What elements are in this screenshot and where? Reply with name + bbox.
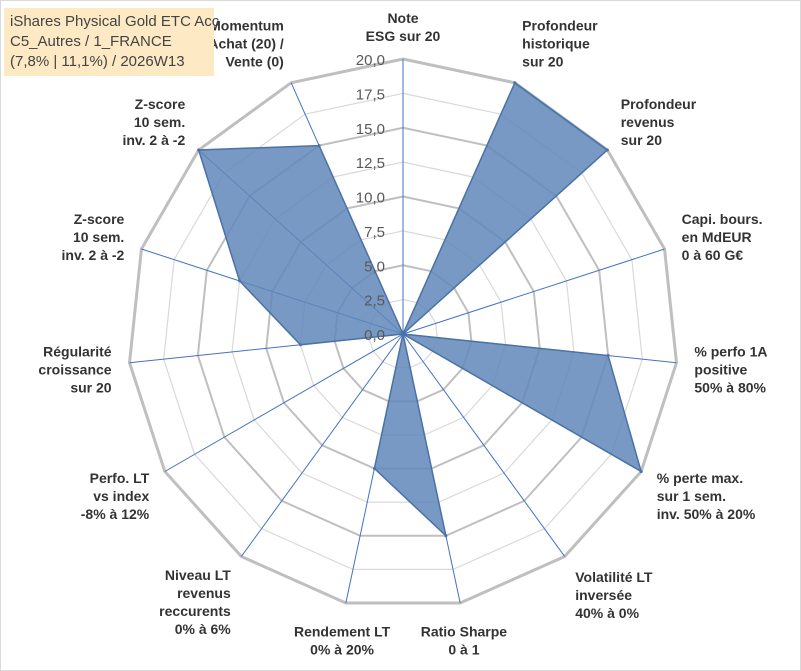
axis-label-3: Capi. bours. en MdEUR 0 à 60 G€ (682, 211, 763, 263)
axis-label-11-line-2: sur 20 (70, 379, 111, 395)
series-point-5 (639, 470, 643, 473)
tick-label-5: 12,5 (356, 155, 385, 172)
axis-label-4: % perfo 1A positive 50% à 80% (694, 343, 767, 395)
axis-label-11-line-1: croissance (38, 361, 111, 377)
axis-label-4-line-1: positive (694, 361, 747, 377)
chart-subtitle-line-2: (7,8% | 11,1%) / 2026W13 (10, 53, 185, 70)
axis-label-0-line-0: Note (387, 10, 418, 26)
axis-label-8: Rendement LT 0% à 20% (294, 624, 391, 658)
axis-label-7-line-0: Ratio Sharpe (421, 624, 508, 640)
axis-label-6: Volatilité LT inversée 40% à 0% (575, 569, 653, 621)
axis-label-10-line-0: Perfo. LT (90, 470, 150, 486)
series-point-4 (606, 354, 610, 358)
axis-label-7-line-1: 0 à 1 (448, 642, 479, 658)
axis-label-13-line-2: inv. 2 à -2 (122, 132, 185, 148)
axis-label-4-line-0: % perfo 1A (694, 343, 767, 359)
axis-label-5: % perte max. sur 1 sem. inv. 50% à 20% (657, 470, 756, 522)
series-point-8 (372, 466, 376, 470)
axis-label-6-line-1: inversée (575, 587, 632, 603)
axis-label-10: Perfo. LT vs index -8% à 12% (81, 470, 150, 522)
tick-label-7: 17,5 (356, 86, 385, 103)
axis-label-3-line-2: 0 à 60 G€ (682, 247, 744, 263)
tick-label-2: 5,0 (364, 258, 385, 275)
axis-spoke-9 (240, 333, 404, 557)
axis-label-12-line-1: 10 sem. (73, 229, 124, 245)
axis-label-13-line-1: 10 sem. (134, 114, 185, 130)
axis-label-1-line-0: Profondeur (522, 17, 598, 33)
axis-label-4-line-2: 50% à 80% (694, 379, 766, 395)
axis-label-8-line-1: 0% à 20% (310, 642, 374, 658)
chart-title: iShares Physical Gold ETC Acc (10, 13, 220, 30)
axis-label-8-line-0: Rendement LT (294, 624, 391, 640)
axis-label-5-line-0: % perte max. (657, 470, 743, 486)
axis-label-5-line-1: sur 1 sem. (657, 488, 726, 504)
axis-spoke-10 (164, 333, 404, 472)
radar-axis-labels: Note ESG sur 20 Profondeur historique sur 20… (38, 10, 767, 658)
series-point-2 (605, 148, 609, 152)
tick-label-4: 10,0 (356, 190, 385, 207)
axis-label-13-line-0: Z-score (135, 96, 186, 112)
tick-label-3: 7,5 (364, 224, 385, 241)
axis-label-14-line-1: Achat (20) / (208, 35, 284, 51)
axis-label-2-line-0: Profondeur (621, 96, 697, 112)
grid-ring-8 (127, 57, 679, 605)
axis-label-10-line-1: vs index (93, 488, 149, 504)
tick-label-8: 20,0 (356, 52, 385, 69)
axis-label-1-line-2: sur 20 (522, 53, 563, 69)
axis-label-9: Niveau LT revenus reccurents 0% à 6% (159, 567, 231, 637)
radar-series (197, 81, 643, 538)
axis-label-6-line-2: 40% à 0% (575, 605, 639, 621)
axis-label-9-line-3: 0% à 6% (175, 621, 232, 637)
axis-label-2-line-1: revenus (621, 114, 675, 130)
chart-subtitle-line-1: C5_Autres / 1_FRANCE (10, 33, 172, 50)
axis-label-12-line-0: Z-score (74, 211, 125, 227)
axis-label-3-line-1: en MdEUR (682, 229, 752, 245)
axis-label-6-line-0: Volatilité LT (575, 569, 653, 585)
axis-label-12: Z-score 10 sem. inv. 2 à -2 (62, 211, 125, 263)
axis-label-3-line-0: Capi. bours. (682, 211, 763, 227)
axis-label-1: Profondeur historique sur 20 (522, 17, 598, 69)
axis-label-11-line-0: Régularité (43, 343, 112, 359)
series-point-11 (298, 343, 302, 347)
axis-label-9-line-0: Niveau LT (165, 567, 231, 583)
axis-label-7: Ratio Sharpe 0 à 1 (421, 624, 508, 658)
axis-label-14: Momentum Achat (20) / Vente (0) (208, 17, 284, 69)
axis-spoke-3 (402, 248, 665, 335)
axis-label-11: Régularité croissance sur 20 (38, 343, 111, 395)
series-point-10 (401, 332, 405, 336)
axis-label-1-line-1: historique (522, 35, 590, 51)
axis-label-2-line-2: sur 20 (621, 132, 662, 148)
axis-label-0-line-1: ESG sur 20 (366, 28, 441, 44)
series-area (197, 81, 643, 538)
tick-label-0: 0,0 (364, 327, 385, 344)
series-point-12 (238, 279, 242, 283)
axis-label-13: Z-score 10 sem. inv. 2 à -2 (122, 96, 185, 148)
axis-label-2: Profondeur revenus sur 20 (621, 96, 697, 148)
axis-label-10-line-2: -8% à 12% (81, 506, 150, 522)
series-point-7 (444, 534, 448, 538)
axis-label-9-line-2: reccurents (159, 603, 231, 619)
grid-ring-7 (163, 92, 643, 570)
axis-label-14-line-2: Vente (0) (225, 53, 283, 69)
radar-tick-labels: 0,0 2,5 5,0 7,5 10,0 12,5 15,0 17,5 20,0 (356, 52, 385, 344)
series-point-13 (197, 148, 201, 152)
series-point-14 (317, 144, 321, 148)
tick-label-6: 15,0 (356, 121, 385, 138)
axis-label-0: Note ESG sur 20 (366, 10, 441, 44)
series-point-1 (513, 81, 517, 85)
axis-spoke-6 (402, 333, 566, 557)
axis-label-14-line-0: Momentum (209, 17, 284, 33)
axis-label-12-line-2: inv. 2 à -2 (62, 247, 125, 263)
tick-label-1: 2,5 (364, 293, 385, 310)
axis-label-5-line-2: inv. 50% à 20% (657, 506, 756, 522)
axis-label-9-line-1: revenus (177, 585, 231, 601)
chart-title-box: iShares Physical Gold ETC Acc C5_Autres … (4, 8, 220, 76)
